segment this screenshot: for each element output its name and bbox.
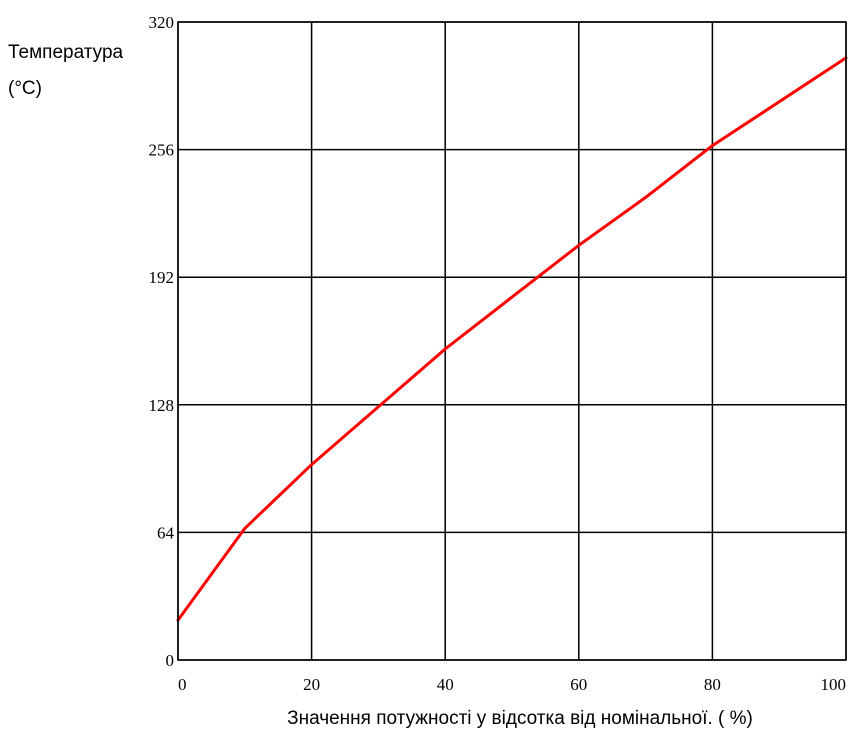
y-tick-label: 192 (149, 268, 175, 287)
y-axis-title: Температура (8, 42, 124, 63)
y-tick-label: 64 (157, 523, 175, 542)
x-tick-label: 80 (704, 675, 721, 694)
series-line (176, 56, 848, 622)
x-tick-label: 40 (437, 675, 454, 694)
y-axis-unit: (°C) (8, 78, 42, 99)
x-axis-title: Значення потужності у відсотка від номін… (287, 708, 753, 729)
x-tick-label: 100 (821, 675, 847, 694)
x-tick-label: 20 (303, 675, 320, 694)
y-tick-label: 320 (149, 13, 175, 32)
x-tick-label: 60 (570, 675, 587, 694)
plot-frame (177, 21, 847, 661)
grid (177, 21, 847, 661)
x-tick-label: 0 (178, 675, 187, 694)
tick-labels: 0 20 40 60 80 100 0 64 128 192 256 320 (149, 13, 847, 694)
y-tick-label: 0 (166, 651, 175, 670)
y-tick-label: 128 (149, 396, 175, 415)
series-layer (176, 56, 848, 622)
y-tick-label: 256 (149, 141, 175, 160)
